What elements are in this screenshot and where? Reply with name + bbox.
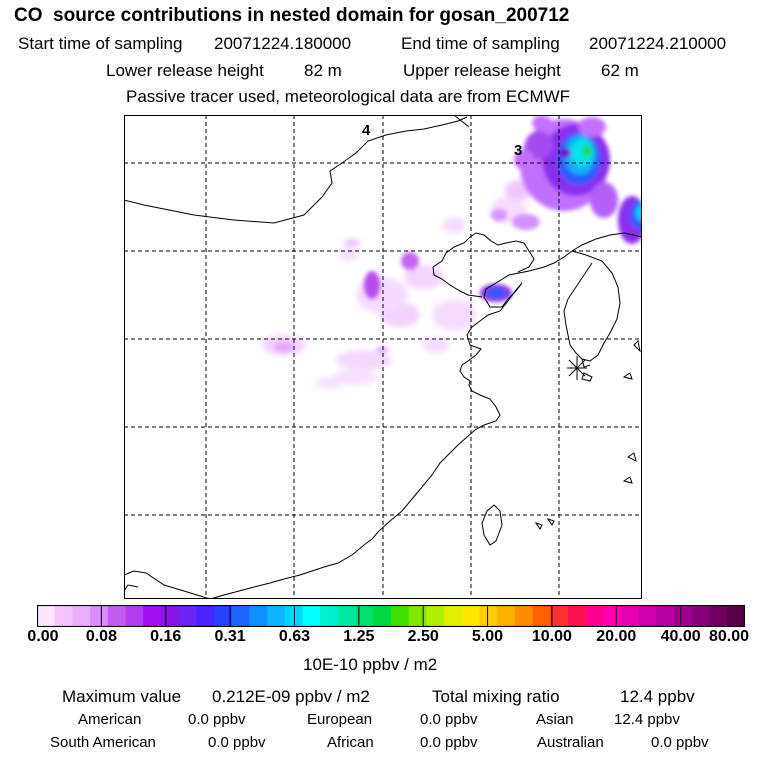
european-label: European: [307, 711, 373, 728]
colorbar-cell: [302, 605, 321, 627]
american-value: 0.0 ppbv: [188, 711, 246, 728]
asian-label: Asian: [536, 711, 574, 728]
colorbar-cell: [107, 605, 127, 627]
colorbar-cell: [391, 605, 410, 627]
colorbar-cell: [727, 605, 745, 627]
colorbar-units: 10E-10 ppbv / m2: [303, 655, 438, 674]
colorbar-cell: [214, 605, 233, 627]
colorbar-cell: [125, 605, 144, 627]
colorbar-cell: [532, 605, 551, 627]
colorbar-tick-label: 0.16: [150, 628, 182, 645]
colorbar-cell: [709, 605, 728, 627]
colorbar-tick-label: 10.00: [531, 628, 572, 645]
colorbar-tick-label: 0.63: [278, 628, 311, 645]
map-label-3: 3: [514, 142, 522, 159]
colorbar-tick-label: 80.00: [708, 628, 750, 645]
colorbar-tick-label: 2.50: [407, 628, 439, 645]
colorbar-cell: [143, 605, 162, 627]
european-value: 0.0 ppbv: [420, 711, 478, 728]
map-frame: [124, 115, 642, 599]
tracer-note: Passive tracer used, meteorological data…: [126, 87, 571, 106]
colorbar-cell: [585, 605, 604, 627]
african-label: African: [327, 734, 374, 751]
lower-release-label: Lower release height: [106, 61, 264, 80]
colorbar-cell: [568, 605, 587, 627]
asian-value: 12.4 ppbv: [614, 711, 680, 728]
american-label: American: [78, 711, 142, 728]
colorbar: [37, 605, 745, 627]
colorbar-cell: [479, 605, 498, 627]
colorbar-cell: [444, 605, 463, 627]
map-label-4: 4: [362, 122, 371, 139]
colorbar-cell: [267, 605, 286, 627]
colorbar-cell: [674, 605, 693, 627]
colorbar-cell: [320, 605, 339, 627]
colorbar-cell: [691, 605, 711, 627]
upper-release-label: Upper release height: [403, 61, 561, 80]
colorbar-cell: [408, 605, 427, 627]
colorbar-cell: [231, 605, 250, 627]
end-time-label: End time of sampling: [401, 34, 560, 53]
colorbar-cell: [461, 605, 481, 627]
colorbar-cell: [355, 605, 374, 627]
total-mixing-label: Total mixing ratio: [432, 687, 560, 706]
release-site-marker: [567, 356, 587, 380]
colorbar-tick-label: 0.00: [27, 628, 59, 645]
end-time-value: 20071224.210000: [589, 34, 727, 53]
colorbar-tick-label: 20.00: [596, 628, 637, 645]
colorbar-cell: [90, 605, 109, 627]
total-mixing-value: 12.4 ppbv: [620, 687, 695, 706]
colorbar-cell: [603, 605, 622, 627]
concentration-plumes: [262, 115, 642, 389]
colorbar-cell: [656, 605, 675, 627]
colorbar-cell: [426, 605, 445, 627]
max-value-label: Maximum value: [62, 687, 182, 706]
colorbar-cell: [72, 605, 91, 627]
african-value: 0.0 ppbv: [420, 734, 478, 751]
lat-lon-grid: [124, 115, 642, 599]
upper-release-value: 62 m: [601, 61, 639, 80]
max-value: 0.212E-09 ppbv / m2: [212, 687, 370, 706]
australian-value: 0.0 ppbv: [651, 734, 709, 751]
lower-release-value: 82 m: [304, 61, 342, 80]
colorbar-tick-label: 1.25: [343, 628, 375, 645]
colorbar-frame: [37, 605, 745, 627]
map-panel: 4 3: [124, 115, 642, 599]
south-american-value: 0.0 ppbv: [208, 734, 266, 751]
page-title: CO source contributions in nested domain…: [14, 5, 570, 26]
colorbar-cell: [196, 605, 215, 627]
colorbar-cell: [337, 605, 357, 627]
colorbar-cell: [178, 605, 197, 627]
start-time-value: 20071224.180000: [214, 34, 352, 53]
colorbar-tick-label: 0.08: [85, 628, 117, 645]
colorbar-tick-label: 0.31: [214, 628, 246, 645]
colorbar-cell: [550, 605, 569, 627]
colorbar-cell: [638, 605, 658, 627]
australian-label: Australian: [537, 734, 604, 751]
colorbar-cell: [514, 605, 534, 627]
colorbar-cell: [160, 605, 180, 627]
colorbar-cell: [621, 605, 640, 627]
colorbar-cell: [249, 605, 268, 627]
colorbar-tick-label: 40.00: [660, 628, 701, 645]
colorbar-cell: [373, 605, 392, 627]
colorbar-tick-label: 5.00: [471, 628, 504, 645]
colorbar-cell: [54, 605, 73, 627]
colorbar-cell: [37, 605, 56, 627]
start-time-label: Start time of sampling: [18, 34, 183, 53]
colorbar-cell: [497, 605, 516, 627]
south-american-label: South American: [50, 734, 156, 751]
